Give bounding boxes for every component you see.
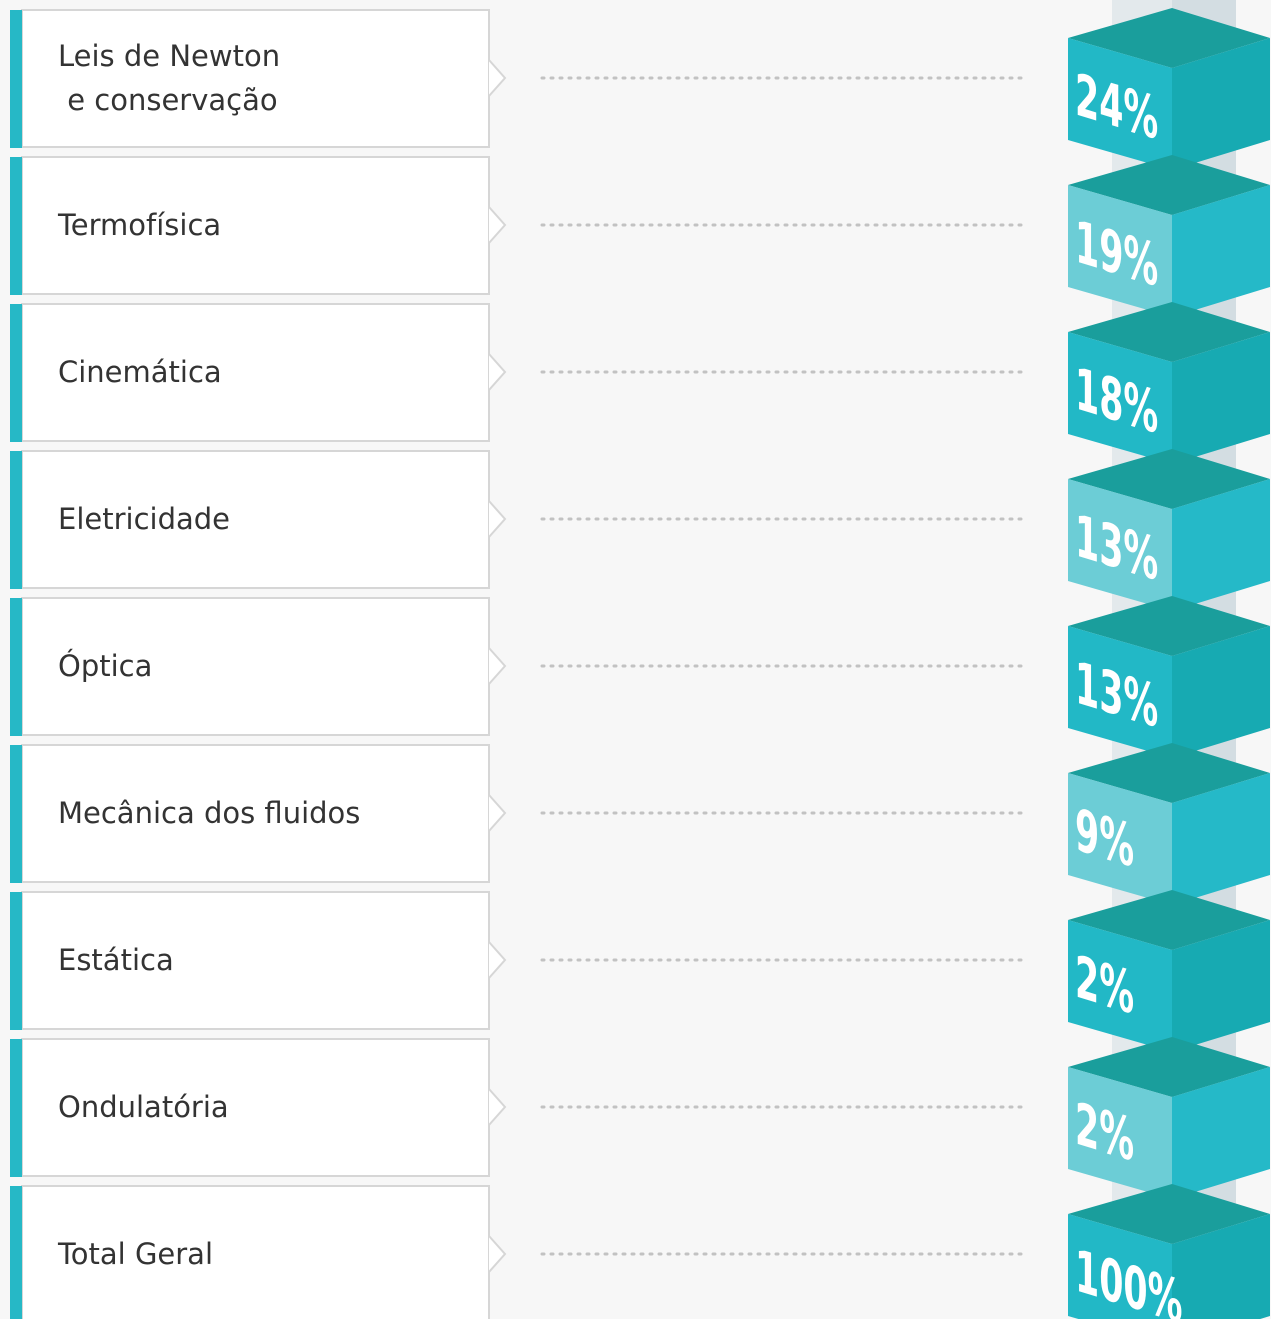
card	[21, 891, 490, 1030]
card	[21, 9, 490, 148]
card-chevron	[488, 206, 507, 244]
card	[21, 1038, 490, 1177]
cube-top	[1068, 302, 1270, 362]
label-line: Total Geral	[57, 1237, 213, 1271]
cube-side	[1172, 1214, 1270, 1319]
cube-top	[1068, 890, 1270, 950]
card-chevron	[488, 1235, 507, 1273]
cube-front	[1068, 1214, 1172, 1319]
item-label: Óptica	[58, 649, 152, 683]
label-line: Óptica	[58, 649, 152, 683]
card	[21, 156, 490, 295]
item-label: Eletricidade	[58, 502, 230, 536]
cube-side	[1172, 626, 1270, 758]
card-accent	[10, 304, 22, 442]
cube-top	[1068, 743, 1270, 803]
cube-front	[1068, 479, 1172, 611]
cube-front	[1068, 185, 1172, 317]
item-label: Termofísica	[57, 208, 221, 242]
cube-side	[1172, 920, 1270, 1052]
card-chevron	[488, 353, 507, 391]
label-line: Ondulatória	[58, 1090, 229, 1124]
card-accent	[10, 451, 22, 589]
cube-side	[1172, 185, 1270, 317]
card-accent	[10, 745, 22, 883]
cube-front	[1068, 920, 1172, 1052]
cube-top	[1068, 1037, 1270, 1097]
item-label: Total Geral	[57, 1237, 213, 1271]
label-line: e conservação	[58, 83, 278, 117]
item-label: Estática	[58, 943, 174, 977]
cube-front	[1068, 1067, 1172, 1199]
cube-front	[1068, 626, 1172, 758]
item-label: Mecânica dos fluidos	[58, 796, 360, 830]
cube-top	[1068, 1184, 1270, 1244]
cube-top	[1068, 8, 1270, 68]
cube-side	[1172, 773, 1270, 905]
card-chevron	[488, 647, 507, 685]
cube-side	[1172, 38, 1270, 170]
card-accent	[10, 1186, 22, 1319]
cube-side	[1172, 479, 1270, 611]
cube-top	[1068, 596, 1270, 656]
card-accent	[10, 1039, 22, 1177]
item-label: Cinemática	[58, 355, 222, 389]
cube-side	[1172, 1067, 1270, 1199]
label-line: Estática	[58, 943, 174, 977]
label-line: Leis de Newton	[58, 39, 280, 73]
card	[21, 450, 490, 589]
cube-top	[1068, 449, 1270, 509]
item-label: Ondulatória	[58, 1090, 229, 1124]
card-accent	[10, 157, 22, 295]
label-line: Termofísica	[57, 208, 221, 242]
card-chevron	[488, 941, 507, 979]
card-chevron	[488, 794, 507, 832]
cube-top	[1068, 155, 1270, 215]
card	[21, 744, 490, 883]
cube-side	[1172, 332, 1270, 464]
cube-front	[1068, 38, 1172, 170]
cube-front	[1068, 773, 1172, 905]
card-accent	[10, 598, 22, 736]
card-accent	[10, 892, 22, 1030]
item-label: Leis de Newton e conservação	[58, 39, 280, 117]
card-accent	[10, 10, 22, 148]
cube-front	[1068, 332, 1172, 464]
card-chevron	[488, 500, 507, 538]
label-line: Eletricidade	[58, 502, 230, 536]
card	[21, 303, 490, 442]
label-line: Mecânica dos fluidos	[58, 796, 360, 830]
card-chevron	[488, 1088, 507, 1126]
label-line: Cinemática	[58, 355, 222, 389]
card-chevron	[488, 59, 507, 97]
